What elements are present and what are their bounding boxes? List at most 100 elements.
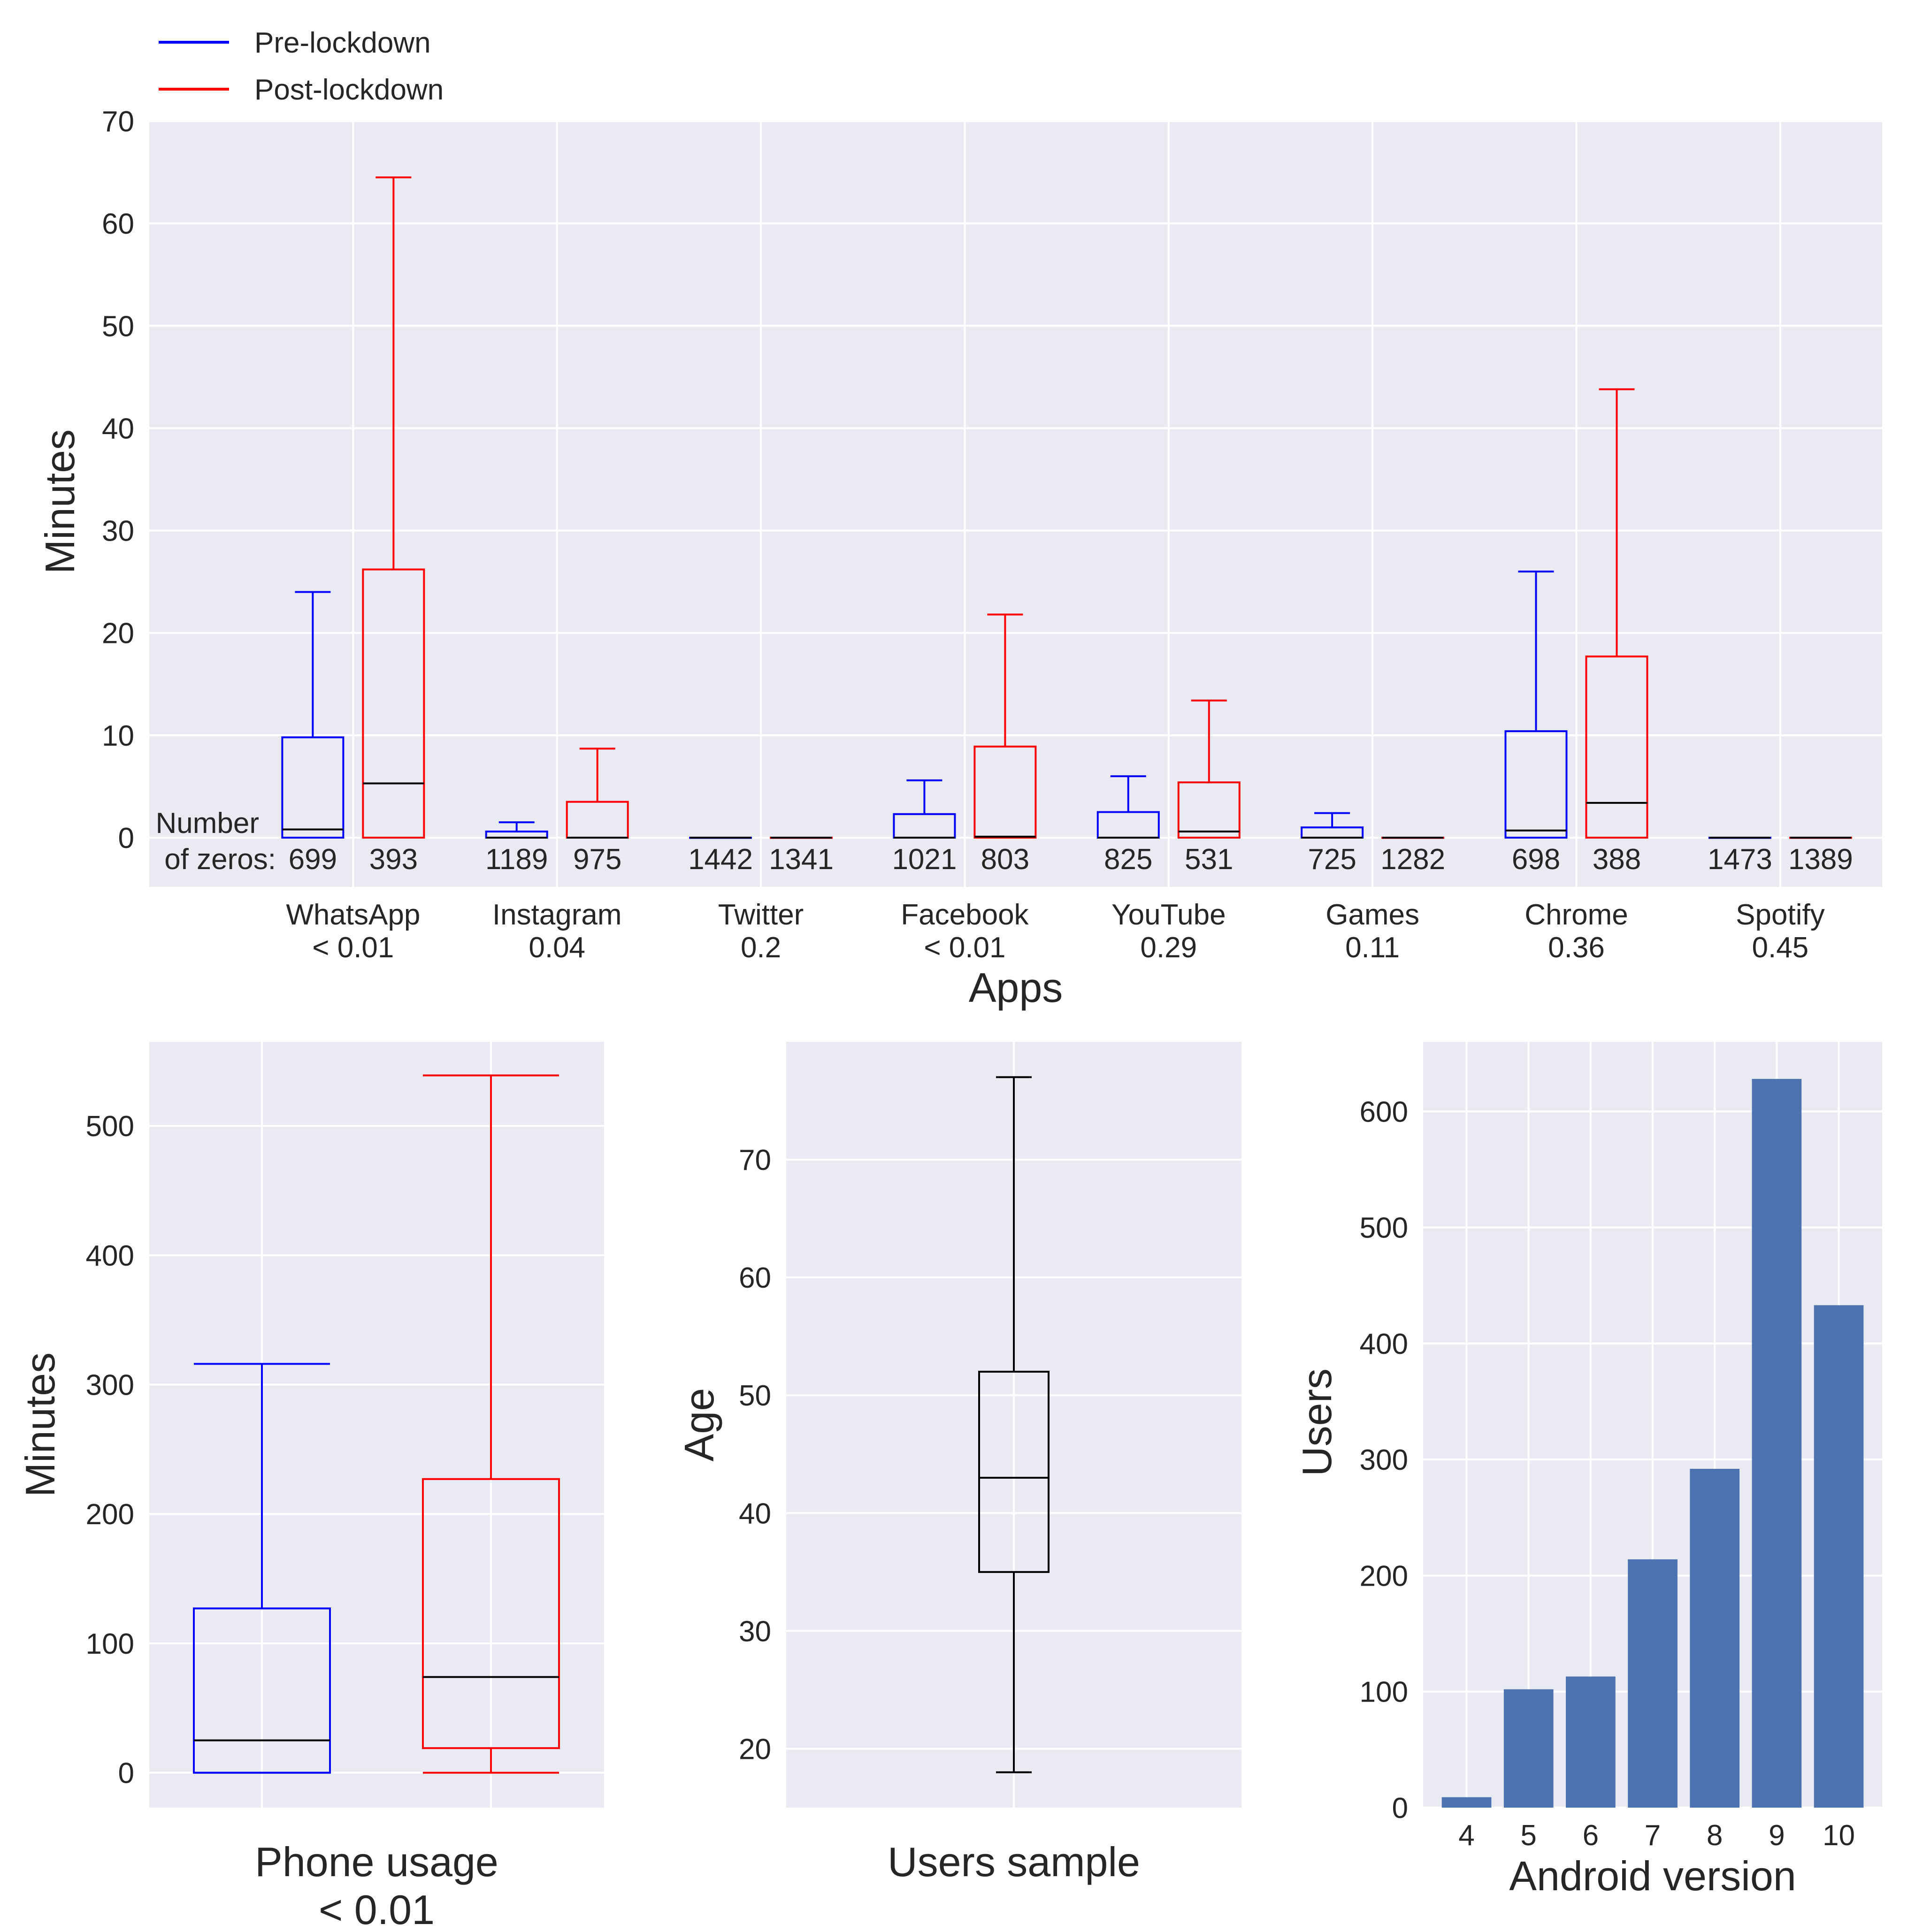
android-bar: [1814, 1305, 1864, 1808]
android-y-axis-label: Users: [1294, 1368, 1340, 1476]
app-pvalue-label: 0.29: [1140, 932, 1197, 964]
android-bar: [1628, 1559, 1678, 1808]
android-x-tick-label: 10: [1823, 1819, 1855, 1852]
post-zeros-count: 1282: [1380, 843, 1445, 876]
legend-label-1: Post-lockdown: [254, 74, 444, 106]
apps-y-tick-label: 0: [118, 822, 134, 855]
apps-pre-3-box: [893, 779, 956, 839]
pre-zeros-count: 1189: [485, 843, 548, 876]
apps-post-6-iqr-box: [1585, 655, 1648, 839]
phone-y-tick-label: 0: [118, 1757, 134, 1790]
app-pvalue-label: 0.2: [741, 932, 781, 964]
apps-y-tick-label: 20: [102, 618, 134, 650]
phone-post-iqr-box: [422, 1478, 560, 1749]
zeros-label-line1: Number: [155, 807, 259, 840]
pre-zeros-count: 1442: [688, 843, 753, 876]
apps-pre-4-box: [1096, 775, 1160, 839]
android-y-tick-label: 0: [1392, 1792, 1408, 1825]
apps-pre-6-box: [1504, 570, 1568, 839]
app-pvalue-label: < 0.01: [312, 932, 394, 964]
pre-zeros-count: 699: [289, 843, 337, 876]
phone-y-tick-label: 100: [86, 1628, 134, 1660]
app-pvalue-label: 0.36: [1548, 932, 1605, 964]
android-y-tick-label: 100: [1360, 1676, 1408, 1709]
phone-pre-iqr-box: [193, 1607, 331, 1774]
app-name-label: YouTube: [1111, 899, 1226, 931]
android-x-tick-label: 6: [1583, 1819, 1599, 1852]
post-zeros-count: 975: [573, 843, 621, 876]
apps-plot-area: [149, 121, 1882, 887]
age-y-tick-label: 20: [739, 1733, 771, 1765]
android-bar: [1690, 1468, 1740, 1808]
apps-pre-5-box: [1301, 812, 1364, 839]
app-pvalue-label: 0.04: [529, 932, 585, 964]
phone-x-axis-label: Phone usage: [255, 1839, 498, 1885]
zeros-label-line2: of zeros:: [164, 843, 276, 876]
legend: Pre-lockdown Post-lockdown: [159, 27, 444, 106]
age-y-tick-label: 70: [739, 1144, 771, 1176]
pre-zeros-count: 698: [1512, 843, 1560, 876]
app-name-label: WhatsApp: [286, 899, 420, 931]
apps-x-axis-label: Apps: [969, 964, 1063, 1011]
android-x-tick-label: 5: [1520, 1819, 1536, 1852]
apps-post-6-box: [1585, 388, 1648, 839]
app-name-label: Chrome: [1525, 899, 1628, 931]
phone-y-axis-label: Minutes: [17, 1352, 63, 1497]
age-iqr-box: [978, 1371, 1050, 1573]
android-x-tick-label: 7: [1645, 1819, 1661, 1852]
apps-post-1-box: [566, 748, 629, 839]
apps-post-0-box: [362, 176, 425, 839]
apps-y-axis-label: Minutes: [37, 429, 83, 574]
android-y-tick-label: 600: [1360, 1096, 1408, 1128]
pre-zeros-count: 1021: [892, 843, 957, 876]
apps-y-tick-label: 30: [102, 515, 134, 548]
legend-label-0: Pre-lockdown: [254, 27, 431, 59]
app-name-label: Games: [1326, 899, 1419, 931]
post-zeros-count: 1389: [1788, 843, 1853, 876]
post-zeros-count: 531: [1185, 843, 1233, 876]
phone-pvalue-label: < 0.01: [319, 1886, 435, 1932]
apps-post-4-iqr-box: [1177, 781, 1241, 839]
app-name-label: Twitter: [718, 899, 804, 931]
pre-zeros-count: 825: [1104, 843, 1152, 876]
age-y-tick-label: 30: [739, 1615, 771, 1648]
apps-y-tick-label: 70: [102, 106, 134, 138]
android-bar: [1503, 1689, 1554, 1808]
age-y-axis-label: Age: [676, 1388, 722, 1462]
android-y-tick-label: 300: [1360, 1444, 1408, 1476]
phone-y-tick-label: 200: [86, 1498, 134, 1531]
post-zeros-count: 803: [981, 843, 1029, 876]
android-y-tick-label: 200: [1360, 1560, 1408, 1592]
apps-pre-0-iqr-box: [281, 736, 345, 839]
apps-y-tick-label: 50: [102, 310, 134, 343]
android-bar: [1441, 1797, 1492, 1808]
android-x-axis-label: Android version: [1509, 1853, 1796, 1899]
age-y-tick-label: 60: [739, 1262, 771, 1294]
app-pvalue-label: 0.11: [1345, 932, 1400, 964]
app-pvalue-label: < 0.01: [924, 932, 1005, 964]
pre-zeros-count: 1473: [1708, 843, 1772, 876]
apps-post-4-box: [1177, 699, 1241, 839]
phone-y-tick-label: 300: [86, 1369, 134, 1402]
android-bar: [1752, 1079, 1802, 1808]
post-zeros-count: 388: [1593, 843, 1641, 876]
age-box: [978, 1076, 1050, 1773]
phone-y-tick-label: 400: [86, 1240, 134, 1272]
phone-y-tick-label: 500: [86, 1110, 134, 1143]
post-zeros-count: 1341: [769, 843, 834, 876]
apps-pre-1-box: [485, 821, 548, 839]
apps-post-3-box: [973, 613, 1037, 839]
app-pvalue-label: 0.45: [1752, 932, 1808, 964]
pre-zeros-count: 725: [1308, 843, 1356, 876]
apps-pre-0-box: [281, 591, 345, 839]
apps-y-tick-label: 10: [102, 720, 134, 752]
apps-y-tick-label: 60: [102, 208, 134, 240]
android-bar: [1565, 1676, 1616, 1808]
android-y-tick-label: 400: [1360, 1328, 1408, 1360]
age-x-axis-label: Users sample: [888, 1839, 1140, 1885]
phone-pre-box: [193, 1363, 331, 1774]
apps-post-0-iqr-box: [362, 568, 425, 839]
android-y-tick-label: 500: [1360, 1212, 1408, 1245]
apps-post-3-iqr-box: [973, 745, 1037, 839]
